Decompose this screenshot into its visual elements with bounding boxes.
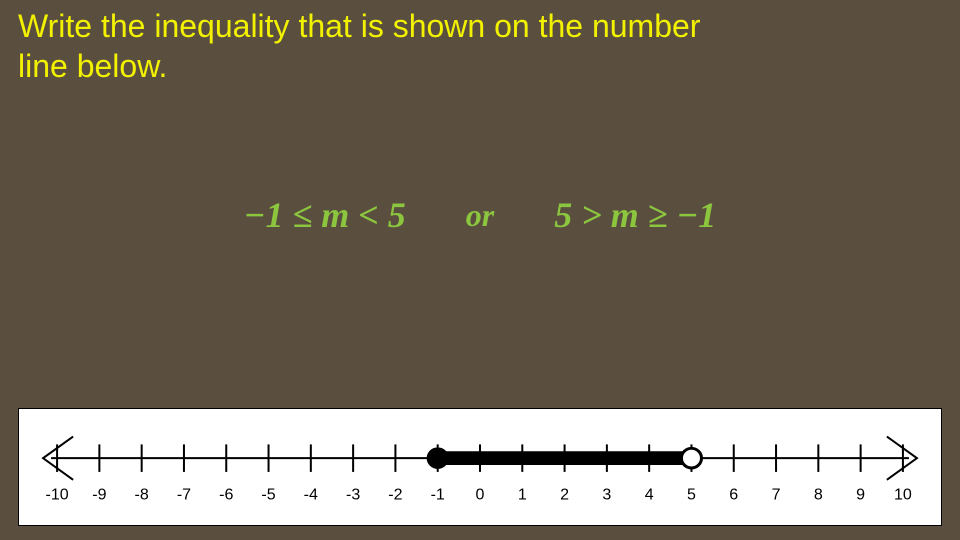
tick-label: -2 — [388, 487, 402, 504]
tick-label: -10 — [45, 487, 68, 504]
tick-label: 10 — [894, 487, 912, 504]
endpoint-right — [681, 448, 701, 468]
tick-label: -9 — [92, 487, 106, 504]
tick-label: 4 — [645, 487, 654, 504]
numberline-container: -10-9-8-7-6-5-4-3-2-1012345678910 — [18, 408, 942, 526]
endpoint-left — [428, 448, 448, 468]
numberline-svg: -10-9-8-7-6-5-4-3-2-1012345678910 — [19, 409, 941, 525]
question-text: Write the inequality that is shown on th… — [18, 6, 700, 86]
answer-row: −1 ≤ m < 5 or 5 > m ≥ −1 — [0, 194, 960, 236]
or-label: or — [466, 197, 494, 234]
tick-label: -8 — [135, 487, 149, 504]
tick-label: 5 — [687, 487, 696, 504]
inequality-left: −1 ≤ m < 5 — [244, 194, 406, 236]
tick-label: -1 — [431, 487, 445, 504]
tick-label: 0 — [476, 487, 485, 504]
question-line1: Write the inequality that is shown on th… — [18, 6, 700, 46]
tick-label: -6 — [219, 487, 233, 504]
tick-label: -7 — [177, 487, 191, 504]
tick-label: 7 — [772, 487, 781, 504]
tick-label: 6 — [729, 487, 738, 504]
tick-label: 3 — [602, 487, 611, 504]
tick-label: 1 — [518, 487, 527, 504]
inequality-right: 5 > m ≥ −1 — [554, 194, 716, 236]
tick-label: -5 — [261, 487, 275, 504]
question-line2: line below. — [18, 46, 700, 86]
tick-label: -4 — [304, 487, 318, 504]
tick-label: 9 — [856, 487, 865, 504]
tick-label: 2 — [560, 487, 569, 504]
tick-label: -3 — [346, 487, 360, 504]
tick-label: 8 — [814, 487, 823, 504]
